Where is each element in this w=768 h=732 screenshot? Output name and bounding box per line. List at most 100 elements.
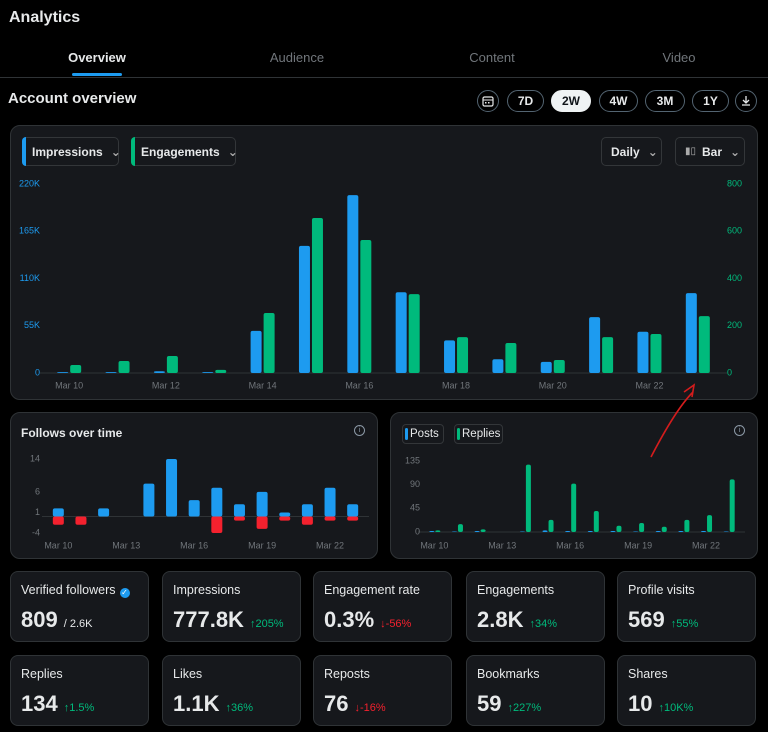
range-button[interactable]: 3M	[645, 90, 685, 112]
stat-card[interactable]: Reposts 76 ↓-16%	[313, 655, 452, 726]
stat-card[interactable]: Verified followers ✓ 809 / 2.6K	[10, 571, 149, 642]
stat-number: 2.8K	[477, 607, 524, 632]
bar	[52, 516, 64, 525]
bar	[202, 372, 214, 373]
stat-card[interactable]: Likes 1.1K ↑36%	[162, 655, 301, 726]
x-tick-label: Mar 10	[420, 540, 448, 550]
calendar-button[interactable]	[477, 90, 499, 112]
stat-label: Likes	[173, 667, 203, 681]
stat-number: 777.8K	[173, 607, 244, 632]
bar	[324, 487, 336, 517]
download-button[interactable]	[735, 90, 757, 112]
stat-card[interactable]: Engagement rate 0.3% ↓-56%	[313, 571, 452, 642]
range-button[interactable]: 7D	[507, 90, 544, 112]
legend-item[interactable]: Replies	[454, 424, 503, 444]
bar	[587, 530, 593, 532]
info-icon[interactable]: i	[734, 425, 745, 436]
stat-label: Reposts	[324, 667, 370, 681]
info-icon[interactable]: i	[354, 425, 365, 436]
annotation-arrow	[650, 383, 696, 458]
dropdown-label: Bar	[702, 144, 723, 159]
bar	[698, 316, 710, 373]
stat-value: 76 ↓-16%	[324, 691, 386, 717]
y-tick-label: 220K	[19, 178, 40, 188]
chart-type-dropdown[interactable]: ▮▯ Bar ⌄	[675, 137, 745, 166]
x-tick-label: Mar 19	[624, 540, 652, 550]
range-button[interactable]: 1Y	[692, 90, 729, 112]
bar	[542, 530, 548, 532]
bar	[188, 500, 200, 517]
tab[interactable]: Overview	[68, 50, 126, 65]
x-tick-label: Mar 13	[112, 540, 140, 550]
bar	[105, 372, 117, 373]
bar	[98, 508, 110, 517]
bar	[678, 530, 684, 532]
stat-total: / 2.6K	[63, 618, 93, 630]
range-button[interactable]: 4W	[599, 90, 638, 112]
bar	[723, 531, 729, 532]
tab[interactable]: Content	[469, 50, 515, 65]
range-button[interactable]: 2W	[551, 90, 591, 112]
stat-card[interactable]: Replies 134 ↑1.5%	[10, 655, 149, 726]
stat-card[interactable]: Bookmarks 59 ↑227%	[466, 655, 605, 726]
stat-change: ↓-56%	[380, 618, 412, 630]
y-tick-label: -4	[32, 527, 40, 537]
bar	[211, 487, 223, 517]
calendar-icon	[482, 96, 494, 107]
bar	[153, 371, 165, 373]
stat-label: Engagement rate	[324, 583, 420, 597]
dropdown-label: Engagements	[141, 144, 220, 159]
bar	[70, 364, 82, 373]
y2-tick-label: 0	[727, 367, 732, 377]
bar	[525, 464, 531, 532]
dropdown-label: Daily	[611, 144, 640, 159]
stat-label: Verified followers ✓	[21, 583, 130, 598]
bar	[211, 516, 223, 533]
bar	[655, 530, 661, 532]
bar	[548, 519, 554, 532]
bar	[347, 516, 359, 521]
stat-change: ↑36%	[225, 702, 254, 714]
bar	[429, 530, 435, 532]
stat-change: ↑205%	[249, 618, 284, 630]
y-tick-label: 45	[410, 503, 420, 513]
stat-label: Engagements	[477, 583, 555, 597]
y2-tick-label: 800	[727, 178, 742, 188]
stat-change: ↑55%	[670, 618, 699, 630]
bar	[637, 331, 649, 373]
x-tick-label: Mar 18	[442, 380, 470, 390]
y2-tick-label: 200	[727, 320, 742, 330]
bar	[263, 312, 275, 373]
stat-label: Bookmarks	[477, 667, 540, 681]
stat-card[interactable]: Shares 10 ↑10K%	[617, 655, 756, 726]
metric-dropdown[interactable]: Engagements ⌄	[131, 137, 238, 166]
x-tick-label: Mar 13	[488, 540, 516, 550]
stat-value: 134 ↑1.5%	[21, 691, 94, 717]
bar	[395, 292, 407, 373]
metric-dropdown[interactable]: Impressions ⌄	[22, 137, 121, 166]
legend-label: Posts	[410, 428, 439, 440]
tab[interactable]: Audience	[269, 50, 325, 65]
interval-dropdown[interactable]: Daily ⌄	[601, 137, 662, 166]
y-tick-label: 14	[30, 453, 40, 463]
stat-card[interactable]: Engagements 2.8K ↑34%	[466, 571, 605, 642]
bar	[324, 516, 336, 521]
stat-number: 0.3%	[324, 607, 375, 632]
bar	[540, 361, 552, 373]
bar	[684, 519, 690, 532]
x-tick-label: Mar 10	[44, 540, 72, 550]
stat-number: 1.1K	[173, 691, 220, 716]
stat-change: ↓-16%	[354, 702, 386, 714]
bar	[75, 516, 87, 525]
stat-card[interactable]: Impressions 777.8K ↑205%	[162, 571, 301, 642]
x-tick-label: Mar 16	[180, 540, 208, 550]
legend-item[interactable]: Posts	[402, 424, 444, 444]
stat-card[interactable]: Profile visits 569 ↑55%	[617, 571, 756, 642]
stat-label: Profile visits	[628, 583, 695, 597]
bar	[279, 512, 291, 517]
stat-change: ↑34%	[529, 618, 558, 630]
stat-change: ↑10K%	[658, 702, 694, 714]
tab[interactable]: Video	[662, 50, 696, 65]
bar	[593, 510, 599, 532]
